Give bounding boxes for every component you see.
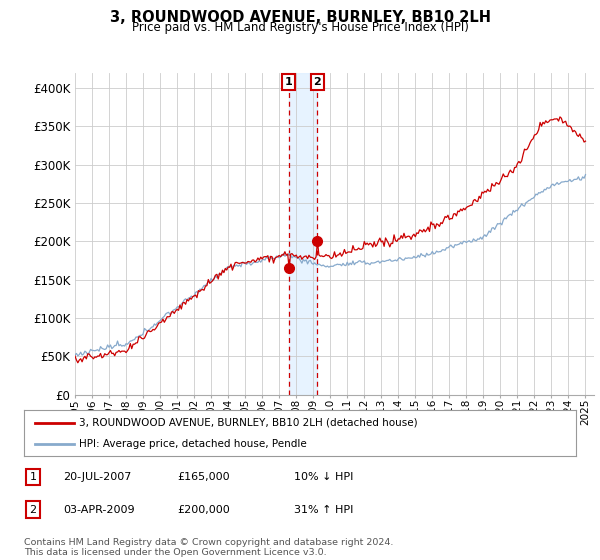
Text: £165,000: £165,000 <box>177 472 230 482</box>
Text: 03-APR-2009: 03-APR-2009 <box>63 505 134 515</box>
Text: 1: 1 <box>29 472 37 482</box>
Text: 3, ROUNDWOOD AVENUE, BURNLEY, BB10 2LH: 3, ROUNDWOOD AVENUE, BURNLEY, BB10 2LH <box>110 10 491 25</box>
Text: 2: 2 <box>29 505 37 515</box>
Text: Price paid vs. HM Land Registry's House Price Index (HPI): Price paid vs. HM Land Registry's House … <box>131 21 469 34</box>
Text: HPI: Average price, detached house, Pendle: HPI: Average price, detached house, Pend… <box>79 439 307 449</box>
Text: 1: 1 <box>284 77 292 87</box>
Text: 20-JUL-2007: 20-JUL-2007 <box>63 472 131 482</box>
Text: Contains HM Land Registry data © Crown copyright and database right 2024.
This d: Contains HM Land Registry data © Crown c… <box>24 538 394 557</box>
Text: 2: 2 <box>314 77 322 87</box>
Bar <box>289 73 317 395</box>
Text: 31% ↑ HPI: 31% ↑ HPI <box>294 505 353 515</box>
Text: 10% ↓ HPI: 10% ↓ HPI <box>294 472 353 482</box>
Text: 3, ROUNDWOOD AVENUE, BURNLEY, BB10 2LH (detached house): 3, ROUNDWOOD AVENUE, BURNLEY, BB10 2LH (… <box>79 418 418 428</box>
Text: £200,000: £200,000 <box>177 505 230 515</box>
